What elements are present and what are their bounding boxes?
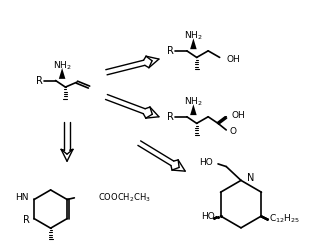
- Text: O: O: [229, 127, 237, 136]
- Text: NH$_2$: NH$_2$: [184, 30, 203, 42]
- Text: N: N: [247, 173, 254, 183]
- Polygon shape: [59, 68, 66, 79]
- Text: C$_{12}$H$_{25}$: C$_{12}$H$_{25}$: [269, 212, 300, 225]
- Text: COOCH$_2$CH$_3$: COOCH$_2$CH$_3$: [98, 192, 151, 204]
- Text: HN: HN: [15, 193, 28, 202]
- Text: OH: OH: [226, 54, 240, 64]
- Polygon shape: [190, 104, 197, 115]
- Text: OH: OH: [232, 110, 246, 120]
- Text: R: R: [35, 76, 42, 86]
- Text: R: R: [167, 46, 174, 56]
- Text: NH$_2$: NH$_2$: [53, 60, 71, 72]
- Text: NH$_2$: NH$_2$: [184, 96, 203, 108]
- Text: HO: HO: [199, 158, 213, 167]
- Text: HO: HO: [201, 212, 214, 221]
- Text: R: R: [23, 215, 30, 225]
- Polygon shape: [190, 38, 197, 49]
- Text: R: R: [167, 112, 174, 122]
